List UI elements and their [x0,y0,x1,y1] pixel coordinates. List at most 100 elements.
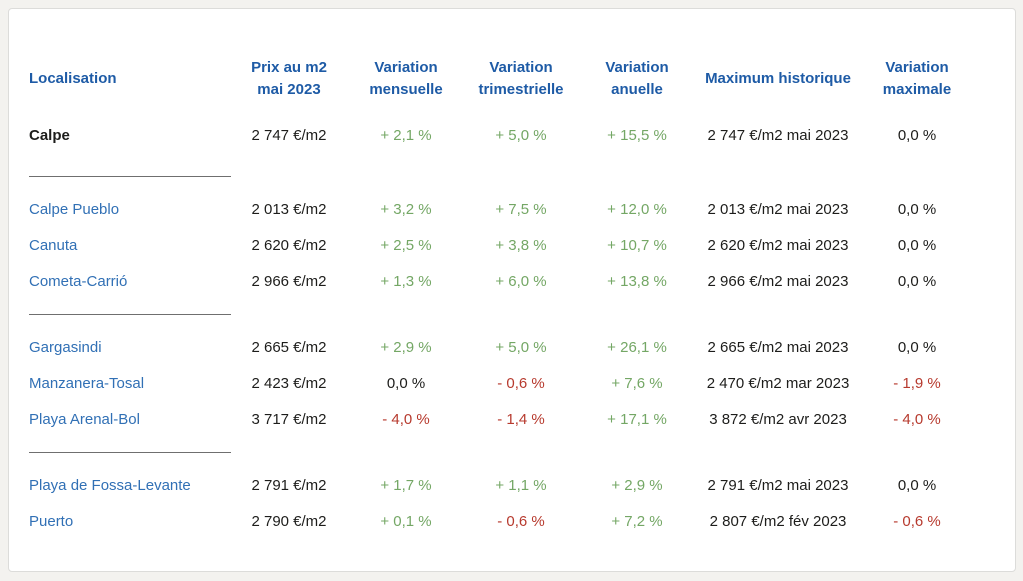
monthly-variation-cell: + 1,3 % [380,272,432,290]
table-row-puerto: Puerto 2 790 €/m2 + 0,1 % - 0,6 % + 7,2 … [29,503,973,539]
location-cell: Canuta [29,227,229,263]
max-variation-cell: 0,0 % [897,236,937,254]
monthly-variation-cell: + 2,5 % [380,236,432,254]
quarterly-variation-cell: - 0,6 % [497,374,545,392]
group-divider-row [29,161,973,191]
column-header-label: Variation [374,59,438,76]
column-header-label: Maximum historique [705,70,851,87]
table-row-canuta: Canuta 2 620 €/m2 + 2,5 % + 3,8 % + 10,7… [29,227,973,263]
table-row-playa-de-fossa-levante: Playa de Fossa-Levante 2 791 €/m2 + 1,7 … [29,467,973,503]
column-header-label: Localisation [29,70,117,87]
location-cell: Gargasindi [29,329,229,365]
table-row-gargasindi: Gargasindi 2 665 €/m2 + 2,9 % + 5,0 % + … [29,329,973,365]
max-variation-cell: - 0,6 % [893,512,941,530]
column-header-label: maximale [882,81,952,98]
max-historic-cell: 2 807 €/m2 fév 2023 [709,512,847,530]
max-variation-cell: - 1,9 % [893,374,941,392]
monthly-variation-cell: + 2,9 % [380,338,432,356]
price-cell: 2 620 €/m2 [251,236,327,254]
price-cell: 2 665 €/m2 [251,338,327,356]
max-historic-cell: 3 872 €/m2 avr 2023 [709,410,847,428]
table-row-cometa-carrio: Cometa-Carrió 2 966 €/m2 + 1,3 % + 6,0 %… [29,263,973,299]
location-link[interactable]: Manzanera-Tosal [29,374,145,392]
location-link[interactable]: Cometa-Carrió [29,272,128,290]
column-header-maximum-historique: Maximum historique [695,49,861,109]
price-cell: 2 423 €/m2 [251,374,327,392]
annual-variation-cell: + 2,9 % [611,476,663,494]
column-header-variation-mensuelle: Variation mensuelle [349,49,463,109]
max-variation-cell: 0,0 % [897,272,937,290]
max-historic-cell: 2 966 €/m2 mai 2023 [707,272,849,290]
annual-variation-cell: + 26,1 % [607,338,667,356]
location-link[interactable]: Gargasindi [29,338,102,356]
column-header-label: Prix au m2 [251,59,327,76]
column-header-label: trimestrielle [478,81,564,98]
column-header-label: Variation [489,59,553,76]
monthly-variation-cell: + 1,7 % [380,476,432,494]
group-divider-cell [29,437,973,467]
max-historic-cell: 2 747 €/m2 mai 2023 [707,126,849,144]
group-divider-line [29,451,231,453]
location-label: Calpe [29,126,70,144]
table-row-manzanera-tosal: Manzanera-Tosal 2 423 €/m2 0,0 % - 0,6 %… [29,365,973,401]
group-divider-line [29,313,231,315]
column-header-label: anuelle [611,81,663,98]
column-header-label: mensuelle [369,81,443,98]
column-header-label: mai 2023 [257,81,321,98]
column-header-variation-maximale: Variation maximale [861,49,973,109]
location-cell: Playa de Fossa-Levante [29,467,229,503]
location-link[interactable]: Canuta [29,236,78,254]
price-cell: 2 791 €/m2 [251,476,327,494]
header-row: Localisation Prix au m2 mai 2023 Variati… [29,49,973,109]
monthly-variation-cell: + 0,1 % [380,512,432,530]
quarterly-variation-cell: - 0,6 % [497,512,545,530]
location-cell: Puerto [29,503,229,539]
location-link[interactable]: Playa Arenal-Bol [29,410,140,428]
price-table-card: Localisation Prix au m2 mai 2023 Variati… [8,8,1016,572]
monthly-variation-cell: + 3,2 % [380,200,432,218]
real-estate-price-table: Localisation Prix au m2 mai 2023 Variati… [29,49,973,539]
column-header-label: Variation [885,59,949,76]
max-variation-cell: 0,0 % [897,476,937,494]
annual-variation-cell: + 7,6 % [611,374,663,392]
table-row-calpe-pueblo: Calpe Pueblo 2 013 €/m2 + 3,2 % + 7,5 % … [29,191,973,227]
annual-variation-cell: + 7,2 % [611,512,663,530]
annual-variation-cell: + 13,8 % [607,272,667,290]
quarterly-variation-cell: + 5,0 % [495,338,547,356]
location-cell: Calpe Pueblo [29,191,229,227]
group-divider-cell [29,161,973,191]
price-cell: 2 790 €/m2 [251,512,327,530]
monthly-variation-cell: 0,0 % [386,374,426,392]
location-cell: Calpe [29,109,229,161]
annual-variation-cell: + 10,7 % [607,236,667,254]
annual-variation-cell: + 17,1 % [607,410,667,428]
location-cell: Cometa-Carrió [29,263,229,299]
max-variation-cell: 0,0 % [897,338,937,356]
annual-variation-cell: + 12,0 % [607,200,667,218]
max-historic-cell: 2 470 €/m2 mar 2023 [706,374,850,392]
quarterly-variation-cell: - 1,4 % [497,410,545,428]
monthly-variation-cell: + 2,1 % [380,126,432,144]
table-row-playa-arenal-bol: Playa Arenal-Bol 3 717 €/m2 - 4,0 % - 1,… [29,401,973,437]
group-divider-cell [29,299,973,329]
column-header-label: Variation [605,59,669,76]
location-cell: Playa Arenal-Bol [29,401,229,437]
location-link[interactable]: Calpe Pueblo [29,200,120,218]
column-header-variation-anuelle: Variation anuelle [579,49,695,109]
column-header-localisation: Localisation [29,49,229,109]
group-divider-row [29,437,973,467]
monthly-variation-cell: - 4,0 % [382,410,430,428]
column-header-variation-trimestrielle: Variation trimestrielle [463,49,579,109]
quarterly-variation-cell: + 1,1 % [495,476,547,494]
quarterly-variation-cell: + 3,8 % [495,236,547,254]
max-variation-cell: 0,0 % [897,200,937,218]
max-variation-cell: 0,0 % [897,126,937,144]
location-cell: Manzanera-Tosal [29,365,229,401]
table-row-calpe: Calpe 2 747 €/m2 + 2,1 % + 5,0 % + 15,5 … [29,109,973,161]
max-historic-cell: 2 013 €/m2 mai 2023 [707,200,849,218]
max-historic-cell: 2 791 €/m2 mai 2023 [707,476,849,494]
quarterly-variation-cell: + 5,0 % [495,126,547,144]
location-link[interactable]: Playa de Fossa-Levante [29,476,191,494]
max-historic-cell: 2 620 €/m2 mai 2023 [707,236,849,254]
location-link[interactable]: Puerto [29,512,74,530]
